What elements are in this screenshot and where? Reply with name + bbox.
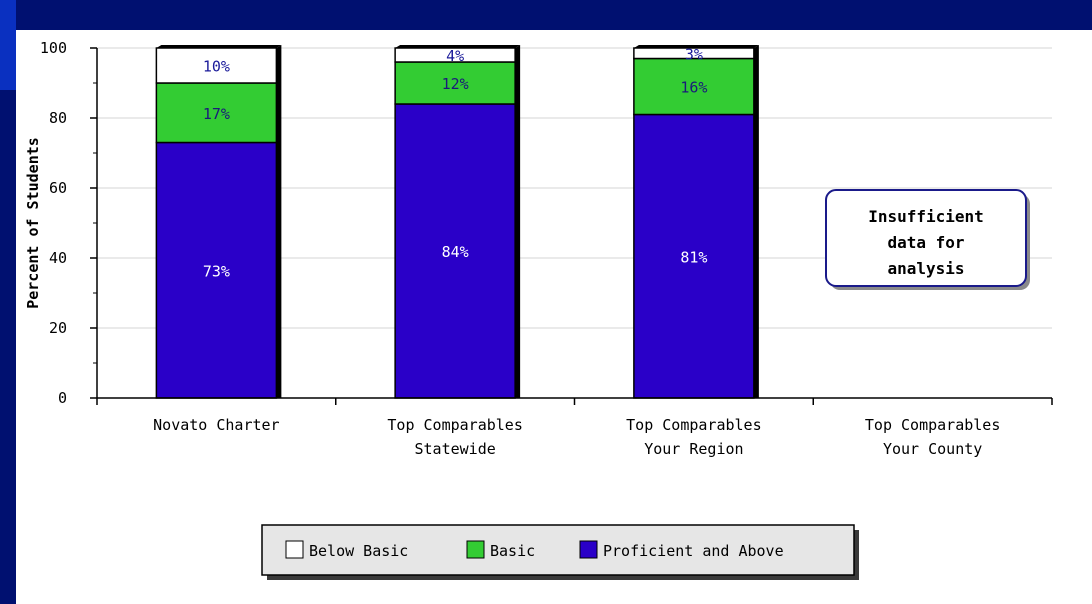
bar-data-label: 12% — [442, 75, 469, 93]
bar-data-label: 4% — [446, 47, 464, 65]
y-tick-label: 60 — [49, 179, 67, 197]
legend-label-proficient: Proficient and Above — [603, 542, 784, 560]
left-frame-band — [0, 0, 16, 604]
bar-data-label: 84% — [442, 243, 469, 261]
legend: Below Basic Basic Proficient and Above — [261, 524, 859, 580]
y-tick-label: 100 — [40, 39, 67, 57]
y-tick-label: 20 — [49, 319, 67, 337]
bar-data-label: 81% — [680, 248, 707, 266]
x-category-label: Your County — [883, 440, 982, 458]
y-tick-label: 40 — [49, 249, 67, 267]
bar-segment — [155, 47, 278, 84]
legend-label-basic: Basic — [490, 542, 535, 560]
x-category-label: Your Region — [644, 440, 743, 458]
bar-depth-side — [515, 45, 521, 398]
bar-depth-side — [276, 45, 282, 398]
x-category-label: Top Comparables — [387, 416, 522, 434]
legend-swatch-basic — [466, 540, 485, 559]
legend-label-below-basic: Below Basic — [309, 542, 408, 560]
x-category-label: Top Comparables — [626, 416, 761, 434]
bar-segment — [633, 113, 755, 399]
left-accent-strip — [0, 0, 16, 90]
top-frame-band — [0, 0, 1092, 30]
note-box — [825, 189, 1027, 287]
x-category-label: Statewide — [414, 440, 495, 458]
bar-data-label: 73% — [203, 262, 230, 280]
y-tick-label: 0 — [58, 389, 67, 407]
legend-box — [261, 524, 855, 576]
bar-data-label: 17% — [203, 105, 230, 123]
bar-segment — [633, 47, 755, 60]
bar-data-label: 10% — [203, 58, 230, 76]
legend-swatch-below-basic — [285, 540, 304, 559]
ticks-layer: 0 20 40 60 80 100 — [40, 39, 1053, 407]
bar-data-label: 3% — [685, 45, 703, 63]
note-line-2: data for — [887, 233, 964, 252]
y-tick-label: 80 — [49, 109, 67, 127]
note-line-3: analysis — [887, 259, 964, 278]
bar-segment — [633, 57, 755, 116]
y-axis-label: Percent of Students — [24, 137, 42, 309]
bar-depth-side — [753, 45, 759, 398]
insufficient-data-note: Insufficient data for analysis — [825, 189, 1030, 290]
bar-segment — [394, 61, 516, 105]
x-category-label: Top Comparables — [865, 416, 1000, 434]
category-labels-layer: Novato Charter Top Comparables Statewide To… — [153, 416, 1000, 458]
bars-layer: 73% 17% 10% 84% 12% 4% 81% 16% 3% — [155, 45, 759, 399]
bar-data-label: 16% — [680, 79, 707, 97]
note-line-1: Insufficient — [868, 207, 984, 226]
legend-swatch-proficient — [579, 540, 598, 559]
x-category-label: Novato Charter — [153, 416, 279, 434]
bar-segment — [394, 47, 516, 63]
